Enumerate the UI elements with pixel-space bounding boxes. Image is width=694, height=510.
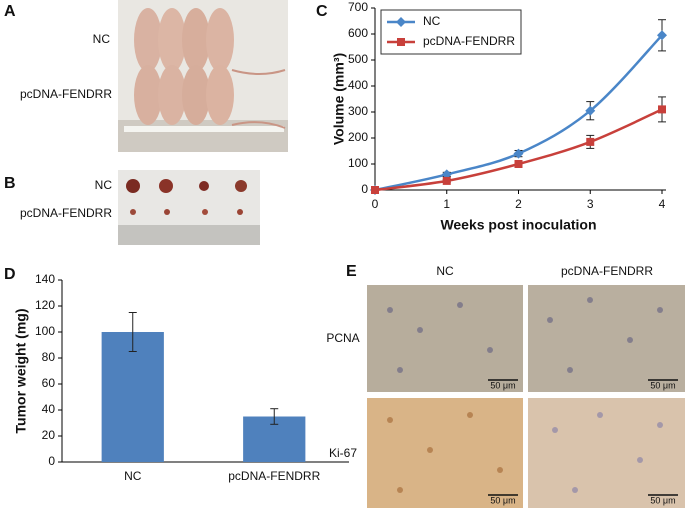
y-tick-label: 600 xyxy=(348,26,368,40)
panel-label: C xyxy=(316,3,328,20)
marker xyxy=(658,105,666,114)
x-axis-title: Weeks post inoculation xyxy=(440,217,596,233)
marker xyxy=(514,160,523,168)
marker xyxy=(513,148,524,159)
marker xyxy=(371,186,379,194)
marker xyxy=(442,176,451,185)
legend-marker xyxy=(396,17,406,27)
legend-label: NC xyxy=(423,14,441,28)
x-tick-label: NC xyxy=(124,469,142,483)
series-line xyxy=(374,34,663,192)
panel-label: B xyxy=(4,175,16,192)
legend-box xyxy=(380,9,522,55)
y-axis-title: Tumor weight (mg) xyxy=(13,309,29,434)
x-tick-label: 1 xyxy=(443,197,450,211)
scale-bar-label: 50 μm xyxy=(650,495,675,505)
y-tick-label: 60 xyxy=(42,376,56,390)
ihc-images xyxy=(367,285,685,508)
y-tick-label: 400 xyxy=(348,78,368,92)
row-label: PCNA xyxy=(326,331,359,345)
y-tick-label: 140 xyxy=(35,272,55,286)
legend-marker xyxy=(397,38,405,46)
panel-label: E xyxy=(346,263,357,280)
x-tick-label: 2 xyxy=(515,197,522,211)
mice-photo xyxy=(118,0,288,152)
y-tick-label: 100 xyxy=(35,324,55,338)
column-label: pcDNA-FENDRR xyxy=(561,264,653,278)
legend-label: pcDNA-FENDRR xyxy=(423,34,515,48)
scale-bar-label: 50 μm xyxy=(490,380,515,390)
y-tick-label: 80 xyxy=(42,350,56,364)
scale-bar-label: 50 μm xyxy=(650,380,675,390)
panel-label: A xyxy=(4,3,16,20)
x-tick-label: 0 xyxy=(372,197,379,211)
y-tick-label: 700 xyxy=(348,0,368,14)
row-label: pcDNA-FENDRR xyxy=(20,206,112,220)
x-tick-label: pcDNA-FENDRR xyxy=(228,469,320,483)
row-label: NC xyxy=(95,178,113,192)
y-tick-label: 40 xyxy=(42,402,56,416)
x-tick-label: 4 xyxy=(659,197,666,211)
row-label: NC xyxy=(93,32,111,46)
x-tick-label: 3 xyxy=(587,197,594,211)
scale-bar-label: 50 μm xyxy=(490,495,515,505)
y-tick-label: 0 xyxy=(48,454,55,468)
y-tick-label: 300 xyxy=(348,104,368,118)
y-tick-label: 120 xyxy=(35,298,55,312)
y-tick-label: 200 xyxy=(348,130,368,144)
y-tick-label: 20 xyxy=(42,428,56,442)
y-tick-label: 0 xyxy=(361,182,368,196)
marker xyxy=(586,137,595,146)
tumor-photo xyxy=(118,170,260,245)
marker xyxy=(585,105,596,116)
row-label: Ki-67 xyxy=(329,446,357,460)
y-tick-label: 500 xyxy=(348,52,368,66)
bar xyxy=(101,332,164,462)
column-label: NC xyxy=(436,264,454,278)
marker xyxy=(657,30,667,41)
y-axis-title: Volume (mm³) xyxy=(331,53,347,145)
y-tick-label: 100 xyxy=(348,156,368,170)
panel-label: D xyxy=(4,266,16,283)
row-label: pcDNA-FENDRR xyxy=(20,87,112,101)
